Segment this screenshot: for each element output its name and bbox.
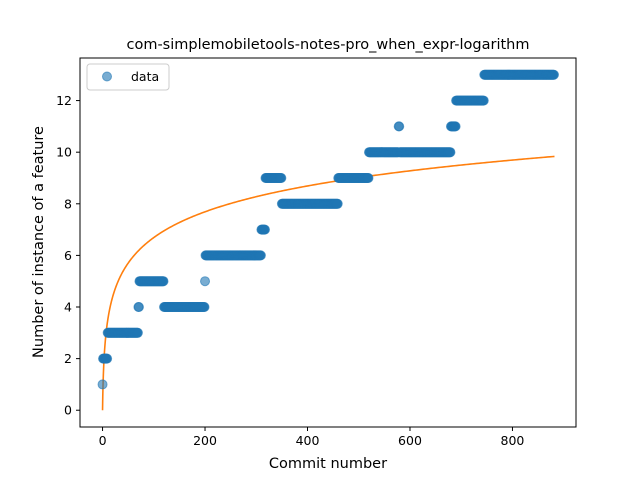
y-tick-label: 12 bbox=[56, 93, 72, 108]
data-point bbox=[132, 327, 143, 338]
x-tick-label: 400 bbox=[296, 433, 320, 448]
fit-line bbox=[101, 155, 555, 411]
x-tick-label: 600 bbox=[398, 433, 422, 448]
fit-layer bbox=[101, 155, 555, 411]
legend-box bbox=[86, 63, 170, 91]
y-tick-label: 6 bbox=[64, 248, 72, 263]
axes-frame bbox=[79, 57, 577, 428]
y-tick-label: 8 bbox=[64, 196, 72, 211]
legend: data bbox=[86, 63, 170, 91]
data-point bbox=[394, 121, 405, 132]
y-axis-ticks: 0 2 4 6 8 10 12 bbox=[56, 93, 80, 418]
data-point bbox=[332, 198, 343, 209]
data-point bbox=[548, 69, 559, 80]
x-axis-label: Commit number bbox=[269, 456, 387, 472]
data-point bbox=[102, 353, 113, 364]
data-point bbox=[133, 302, 144, 313]
data-point bbox=[445, 147, 456, 158]
data-point bbox=[97, 379, 108, 390]
data-point bbox=[259, 224, 270, 235]
data-point bbox=[450, 121, 461, 132]
data-point bbox=[363, 172, 374, 183]
y-tick-label: 2 bbox=[64, 351, 72, 366]
data-point bbox=[255, 250, 266, 261]
legend-marker bbox=[102, 71, 112, 82]
y-tick-label: 10 bbox=[56, 145, 72, 160]
data-point bbox=[200, 276, 211, 287]
y-tick-label: 0 bbox=[64, 403, 72, 418]
y-axis-label: Number of instance of a feature bbox=[31, 126, 47, 358]
data-point bbox=[276, 172, 287, 183]
x-tick-label: 0 bbox=[99, 433, 107, 448]
plot-area bbox=[97, 69, 559, 411]
x-tick-label: 200 bbox=[193, 433, 217, 448]
data-point bbox=[158, 276, 169, 287]
chart-title: com-simplemobiletools-notes-pro_when_exp… bbox=[126, 37, 529, 53]
data-point bbox=[478, 95, 489, 106]
legend-label: data bbox=[131, 69, 159, 84]
x-tick-label: 800 bbox=[501, 433, 525, 448]
x-axis-ticks: 0 200 400 600 800 bbox=[99, 427, 525, 448]
data-point bbox=[199, 302, 210, 313]
scatter-layer bbox=[97, 69, 559, 390]
y-tick-label: 4 bbox=[64, 300, 72, 315]
